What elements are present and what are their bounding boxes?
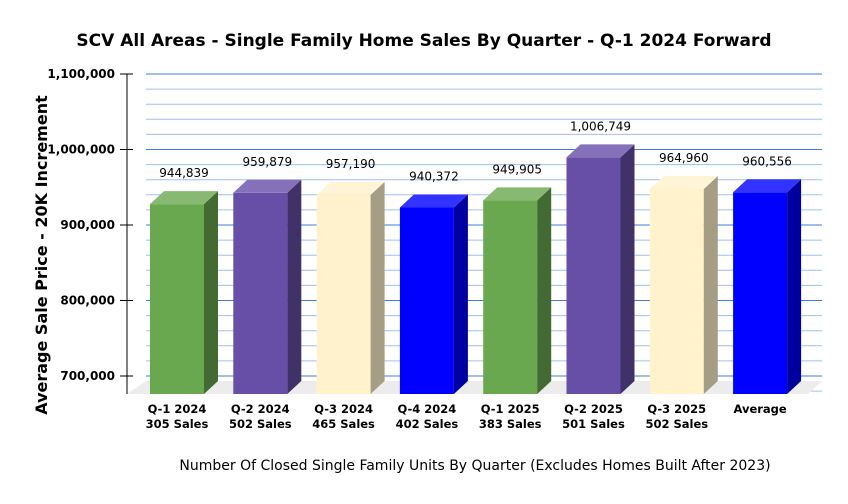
bar-front	[649, 188, 704, 394]
x-tick-label: Q-2 2024	[231, 402, 290, 416]
x-tick-label: Q-1 2024	[148, 402, 207, 416]
bar-side	[370, 181, 385, 394]
data-label: 959,879	[242, 155, 292, 169]
y-tick-label: 1,100,000	[47, 67, 115, 81]
x-tick-sublabel: 383 Sales	[479, 417, 542, 431]
x-tick-label: Q-4 2024	[398, 402, 457, 416]
x-tick-sublabel: 305 Sales	[146, 417, 209, 431]
chart-title: SCV All Areas - Single Family Home Sales…	[76, 31, 771, 51]
x-tick-label: Q-3 2024	[314, 402, 373, 416]
bar-side	[703, 175, 718, 394]
bar-top	[399, 194, 468, 208]
floor	[127, 381, 822, 394]
x-tick-sublabel: 502 Sales	[645, 417, 708, 431]
x-tick-sublabel: 465 Sales	[312, 417, 375, 431]
data-label: 964,960	[659, 151, 709, 165]
data-label: 960,556	[742, 154, 792, 168]
bar-top	[233, 179, 302, 193]
data-label: 1,006,749	[570, 119, 631, 133]
y-tick-label: 700,000	[60, 369, 115, 383]
data-label: 944,839	[159, 166, 209, 180]
bar-top	[733, 179, 802, 193]
bar-side	[620, 144, 635, 394]
data-label: 940,372	[409, 170, 459, 184]
bar-top	[316, 181, 385, 195]
bar-side	[453, 194, 468, 394]
bar-top	[649, 175, 718, 189]
y-tick-label: 1,000,000	[47, 143, 115, 157]
data-label: 957,190	[326, 157, 376, 171]
bar-side	[204, 191, 218, 394]
bar-front	[566, 157, 621, 394]
x-tick-sublabel: 402 Sales	[396, 417, 459, 431]
bar-top	[150, 191, 218, 205]
x-tick-label: Average	[733, 402, 786, 416]
bar-front	[399, 207, 454, 394]
bar-side	[537, 187, 552, 394]
x-axis-label: Number Of Closed Single Family Units By …	[179, 458, 770, 474]
data-label: 949,905	[492, 162, 542, 176]
x-tick-label: Q-1 2025	[481, 402, 540, 416]
bar-front	[316, 194, 371, 394]
x-tick-sublabel: 502 Sales	[229, 417, 292, 431]
x-tick-sublabel: 501 Sales	[562, 417, 625, 431]
bar-front	[733, 192, 788, 394]
bar-front	[150, 204, 204, 394]
y-tick-label: 800,000	[60, 294, 115, 308]
bar-side	[787, 179, 802, 394]
bar-side	[287, 179, 302, 394]
x-tick-label: Q-3 2025	[647, 402, 706, 416]
bar-front	[483, 200, 538, 394]
y-axis-label: Average Sale Price - 20K Increment	[32, 95, 51, 415]
bar-top	[566, 144, 635, 158]
y-tick-label: 900,000	[60, 218, 115, 232]
bar-top	[483, 187, 552, 201]
x-tick-label: Q-2 2025	[564, 402, 623, 416]
bar-front	[233, 192, 288, 394]
